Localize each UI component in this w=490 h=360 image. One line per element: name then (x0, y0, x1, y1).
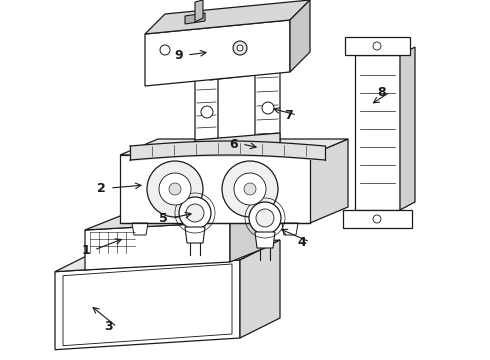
Polygon shape (145, 20, 290, 86)
Circle shape (244, 183, 256, 195)
Text: 1: 1 (81, 243, 90, 257)
Circle shape (237, 45, 243, 51)
Polygon shape (310, 139, 348, 223)
Polygon shape (55, 260, 240, 350)
Polygon shape (345, 37, 410, 55)
Polygon shape (230, 208, 265, 262)
Text: 9: 9 (174, 49, 183, 62)
Text: 4: 4 (297, 235, 306, 248)
Circle shape (159, 173, 191, 205)
Polygon shape (210, 62, 255, 80)
Text: 8: 8 (377, 86, 386, 99)
Circle shape (256, 209, 274, 227)
Circle shape (233, 41, 247, 55)
Circle shape (262, 102, 274, 114)
Text: 3: 3 (104, 320, 113, 333)
Polygon shape (355, 55, 400, 210)
Polygon shape (147, 208, 167, 222)
Circle shape (147, 161, 203, 217)
Polygon shape (195, 133, 280, 155)
Polygon shape (55, 240, 280, 272)
Text: 7: 7 (284, 108, 293, 122)
Polygon shape (195, 0, 203, 22)
Circle shape (169, 183, 181, 195)
Polygon shape (63, 264, 232, 346)
Circle shape (179, 197, 211, 229)
Circle shape (201, 106, 213, 118)
Polygon shape (343, 210, 412, 228)
Circle shape (160, 45, 170, 55)
Polygon shape (132, 223, 148, 235)
Circle shape (373, 215, 381, 223)
Polygon shape (185, 227, 205, 243)
Circle shape (249, 202, 281, 234)
Polygon shape (85, 208, 265, 230)
Circle shape (373, 42, 381, 50)
Circle shape (234, 173, 266, 205)
Polygon shape (255, 62, 280, 154)
Polygon shape (145, 0, 310, 34)
Text: 6: 6 (229, 138, 238, 150)
Circle shape (186, 204, 204, 222)
Polygon shape (240, 240, 280, 338)
Polygon shape (282, 223, 298, 235)
Polygon shape (120, 155, 310, 223)
Polygon shape (195, 75, 218, 145)
Text: 2: 2 (97, 181, 106, 194)
Circle shape (222, 161, 278, 217)
Polygon shape (185, 13, 205, 24)
Text: 5: 5 (159, 212, 168, 225)
Polygon shape (255, 232, 275, 248)
Polygon shape (400, 47, 415, 210)
Polygon shape (120, 139, 348, 155)
Polygon shape (290, 0, 310, 72)
Polygon shape (85, 222, 230, 270)
